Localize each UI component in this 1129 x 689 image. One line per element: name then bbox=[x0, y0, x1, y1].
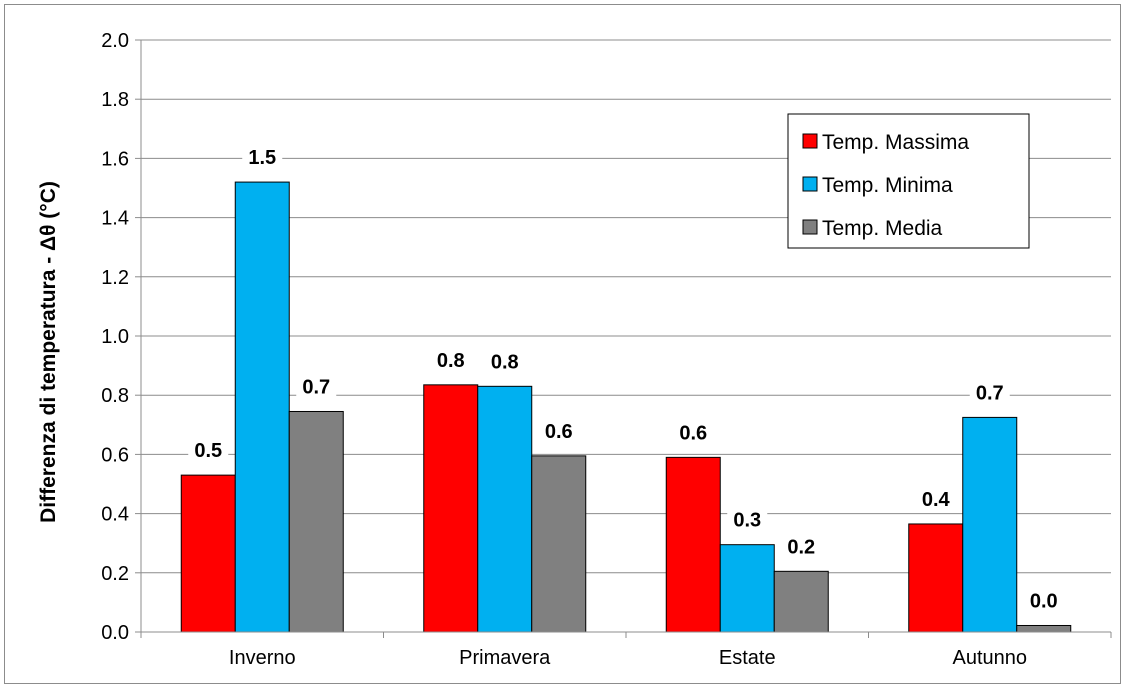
bar bbox=[477, 385, 533, 633]
bar bbox=[1016, 624, 1072, 633]
y-tick-label: 0.6 bbox=[101, 444, 129, 466]
data-label-bg bbox=[915, 485, 956, 512]
bar bbox=[773, 570, 829, 633]
y-tick-label: 0.2 bbox=[101, 563, 129, 585]
y-axis-ticks: 0.0 0.2 0.4 0.6 0.8 1.0 1.2 1.4 1.6 1.8 2.0 bbox=[101, 30, 129, 644]
y-tick-label: 2.0 bbox=[101, 30, 129, 52]
data-labels: 0.5 1.5 0.7 0.8 0.8 0.6 0.6 0.3 0.2 0.4 0.7 0.0 bbox=[188, 144, 1064, 614]
data-label: 0.8 bbox=[437, 350, 465, 372]
data-label: 0.0 bbox=[1030, 590, 1058, 612]
y-tick-label: 1.4 bbox=[101, 208, 129, 230]
data-label-bg bbox=[296, 373, 337, 400]
legend-label: Temp. Media bbox=[822, 217, 943, 240]
legend-box bbox=[787, 113, 1030, 249]
x-axis-ticks: Inverno Primavera Estate Autunno bbox=[229, 647, 1027, 669]
legend-swatch bbox=[802, 219, 818, 235]
data-label-bg bbox=[242, 144, 283, 171]
data-label-bg bbox=[484, 348, 525, 375]
bar bbox=[908, 523, 964, 633]
bar bbox=[719, 544, 775, 633]
data-label-bg bbox=[1023, 587, 1064, 614]
y-tick-label: 1.0 bbox=[101, 326, 129, 348]
x-tick-label: Estate bbox=[719, 647, 776, 669]
data-label: 0.8 bbox=[491, 351, 519, 373]
x-tick-label: Inverno bbox=[229, 647, 296, 669]
bar bbox=[288, 410, 344, 633]
y-tick-label: 0.0 bbox=[101, 622, 129, 644]
y-tick-label: 0.8 bbox=[101, 385, 129, 407]
data-label: 0.6 bbox=[679, 422, 707, 444]
data-label-bg bbox=[781, 533, 822, 560]
data-label-bg bbox=[538, 417, 579, 444]
x-tick-label: Primavera bbox=[459, 647, 551, 669]
data-label: 0.2 bbox=[787, 536, 815, 558]
bar bbox=[180, 474, 236, 633]
legend-label: Temp. Minima bbox=[822, 174, 953, 197]
legend-swatch bbox=[802, 133, 818, 149]
y-tick-label: 1.6 bbox=[101, 148, 129, 170]
bar bbox=[962, 416, 1018, 633]
data-label-bg bbox=[673, 419, 714, 446]
axes bbox=[135, 39, 1112, 638]
legend: Temp. Massima Temp. Minima Temp. Media bbox=[787, 113, 1030, 249]
data-label-bg bbox=[430, 346, 471, 373]
data-label-bg bbox=[188, 437, 229, 464]
y-tick-label: 1.8 bbox=[101, 89, 129, 111]
data-label-bg bbox=[727, 506, 768, 533]
data-label: 1.5 bbox=[248, 147, 276, 169]
legend-label: Temp. Massima bbox=[822, 131, 969, 154]
x-tick-label: Autunno bbox=[952, 647, 1027, 669]
bar bbox=[423, 384, 479, 633]
y-tick-label: 0.4 bbox=[101, 504, 129, 526]
data-label: 0.6 bbox=[545, 421, 573, 443]
data-label: 0.3 bbox=[733, 510, 761, 532]
data-label: 0.7 bbox=[976, 382, 1004, 404]
y-tick-label: 1.2 bbox=[101, 267, 129, 289]
bar bbox=[531, 455, 587, 633]
legend-swatch bbox=[802, 176, 818, 192]
data-label: 0.5 bbox=[194, 440, 222, 462]
data-label: 0.7 bbox=[302, 376, 330, 398]
bars bbox=[180, 181, 1072, 633]
bar bbox=[665, 456, 721, 633]
bar bbox=[234, 181, 290, 633]
data-label-bg bbox=[969, 379, 1010, 406]
y-axis-label: Differenza di temperatura - Δθ (°C) bbox=[37, 181, 60, 523]
data-label: 0.4 bbox=[922, 489, 951, 511]
